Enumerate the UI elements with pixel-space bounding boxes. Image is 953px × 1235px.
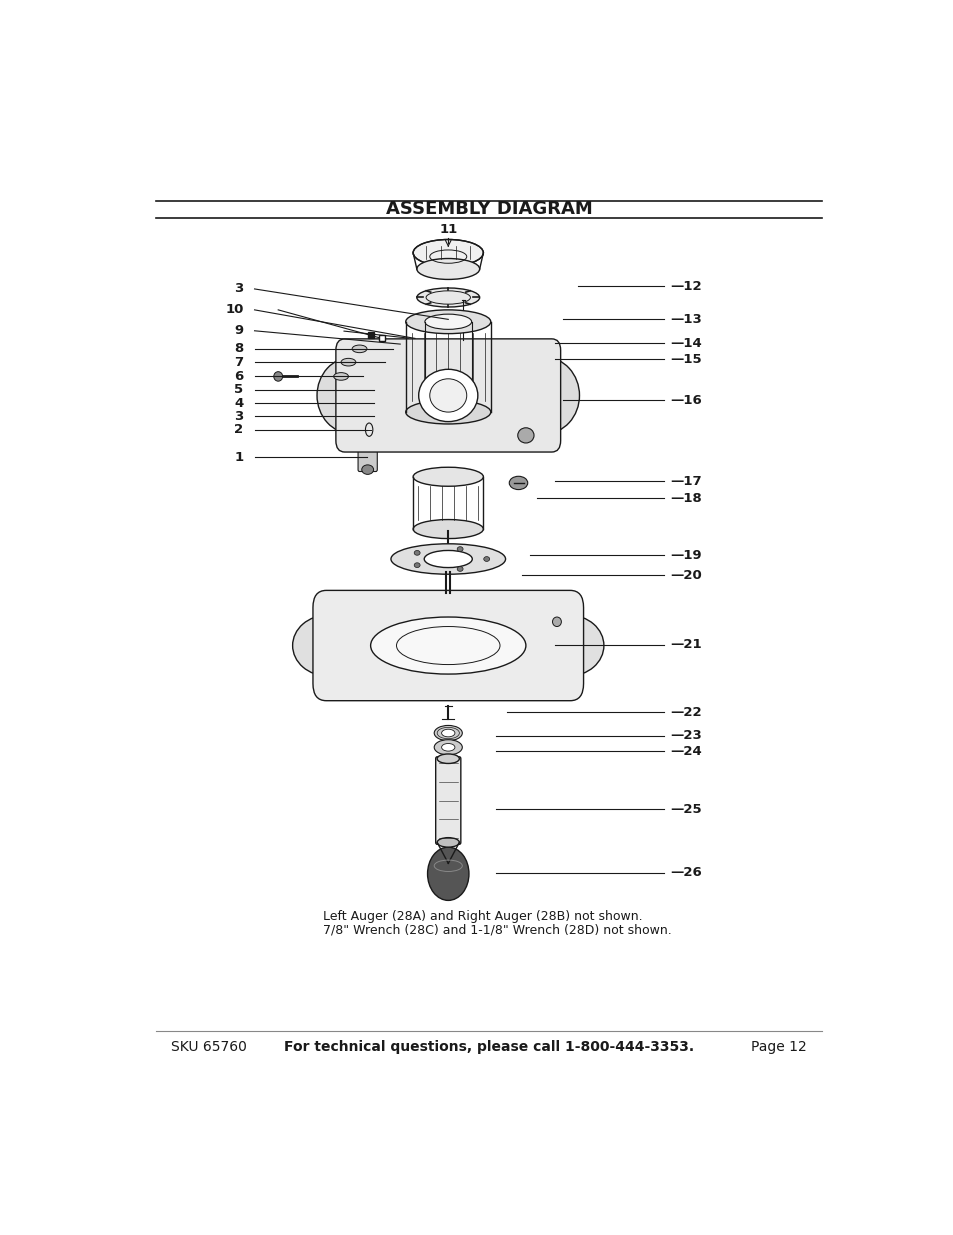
Ellipse shape [456, 547, 462, 552]
Text: —12: —12 [669, 279, 701, 293]
Text: —26: —26 [669, 866, 701, 879]
Text: Left Auger (28A) and Right Auger (28B) not shown.: Left Auger (28A) and Right Auger (28B) n… [322, 910, 641, 923]
Ellipse shape [418, 369, 477, 421]
Text: —17: —17 [669, 474, 701, 488]
Text: 7: 7 [234, 356, 243, 369]
Text: Page 12: Page 12 [750, 1040, 806, 1053]
Ellipse shape [341, 358, 355, 366]
Text: ASSEMBLY DIAGRAM: ASSEMBLY DIAGRAM [385, 200, 592, 219]
Ellipse shape [405, 310, 490, 333]
Ellipse shape [334, 373, 348, 380]
Ellipse shape [517, 427, 534, 443]
Text: —21: —21 [669, 638, 701, 651]
Ellipse shape [416, 288, 479, 308]
Text: —15: —15 [669, 353, 701, 366]
Text: For technical questions, please call 1-800-444-3353.: For technical questions, please call 1-8… [284, 1040, 693, 1053]
Text: —25: —25 [669, 803, 701, 815]
Text: 5: 5 [234, 383, 243, 396]
Text: 2: 2 [234, 424, 243, 436]
FancyBboxPatch shape [363, 384, 377, 395]
Text: —22: —22 [669, 705, 701, 719]
Circle shape [427, 847, 469, 900]
Ellipse shape [552, 618, 560, 626]
Ellipse shape [405, 400, 490, 424]
Ellipse shape [316, 357, 387, 433]
Ellipse shape [424, 314, 471, 330]
Text: —19: —19 [669, 548, 701, 562]
Ellipse shape [416, 258, 479, 279]
Text: —24: —24 [669, 745, 701, 757]
Text: 4: 4 [234, 396, 243, 410]
Ellipse shape [533, 615, 603, 676]
Ellipse shape [509, 477, 527, 489]
Text: 6: 6 [234, 370, 243, 383]
Ellipse shape [429, 379, 466, 412]
Ellipse shape [293, 615, 362, 676]
Text: —13: —13 [669, 312, 701, 326]
Text: 9: 9 [234, 325, 243, 337]
Ellipse shape [413, 520, 483, 538]
Text: 7/8" Wrench (28C) and 1-1/8" Wrench (28D) not shown.: 7/8" Wrench (28C) and 1-1/8" Wrench (28D… [322, 924, 671, 936]
Ellipse shape [352, 345, 367, 353]
Text: 11: 11 [438, 222, 456, 236]
Ellipse shape [274, 372, 282, 382]
Text: —20: —20 [669, 568, 701, 582]
Text: 3: 3 [234, 410, 243, 422]
Ellipse shape [436, 753, 459, 763]
FancyBboxPatch shape [363, 398, 377, 409]
Ellipse shape [441, 743, 455, 751]
Ellipse shape [413, 467, 483, 487]
Text: 10: 10 [225, 304, 243, 316]
FancyBboxPatch shape [357, 443, 376, 472]
Text: —14: —14 [669, 337, 701, 350]
Ellipse shape [361, 464, 374, 474]
Text: 1: 1 [234, 451, 243, 464]
Ellipse shape [441, 729, 455, 737]
FancyBboxPatch shape [313, 590, 583, 700]
Ellipse shape [434, 725, 462, 741]
Ellipse shape [391, 543, 505, 574]
Ellipse shape [456, 567, 462, 572]
Ellipse shape [370, 618, 525, 674]
Text: 3: 3 [234, 283, 243, 295]
Ellipse shape [443, 248, 453, 253]
Ellipse shape [424, 551, 472, 568]
Ellipse shape [436, 837, 459, 847]
Text: —23: —23 [669, 730, 701, 742]
Ellipse shape [509, 357, 578, 433]
Text: SKU 65760: SKU 65760 [171, 1040, 247, 1053]
FancyBboxPatch shape [363, 411, 377, 422]
Text: —18: —18 [669, 492, 701, 505]
FancyBboxPatch shape [436, 757, 460, 845]
Ellipse shape [483, 557, 489, 562]
Text: 8: 8 [234, 342, 243, 356]
Ellipse shape [414, 551, 419, 556]
FancyBboxPatch shape [335, 338, 560, 452]
Ellipse shape [414, 563, 419, 568]
Ellipse shape [434, 740, 462, 755]
Ellipse shape [413, 240, 483, 266]
Text: —16: —16 [669, 394, 701, 406]
